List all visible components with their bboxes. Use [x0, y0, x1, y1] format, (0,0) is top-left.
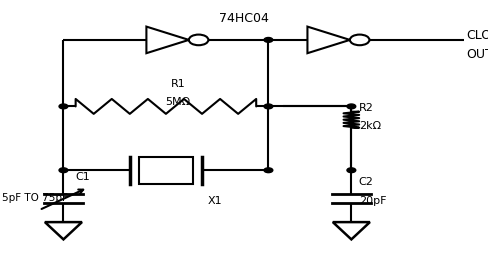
Text: 20pF: 20pF	[359, 196, 386, 206]
Text: C1: C1	[76, 172, 90, 182]
Text: R2: R2	[359, 103, 373, 113]
Circle shape	[59, 104, 68, 109]
Text: R1: R1	[171, 79, 185, 89]
Text: OUTPUT: OUTPUT	[466, 48, 488, 61]
Circle shape	[264, 104, 273, 109]
Text: X1: X1	[207, 196, 222, 206]
Text: 74HC04: 74HC04	[219, 12, 269, 25]
Circle shape	[347, 104, 356, 109]
Circle shape	[347, 168, 356, 173]
Text: 5pF TO 75pF: 5pF TO 75pF	[2, 193, 68, 203]
Text: 2kΩ: 2kΩ	[359, 121, 381, 131]
Circle shape	[264, 38, 273, 42]
Text: C2: C2	[359, 177, 373, 187]
Text: 5MΩ: 5MΩ	[165, 97, 191, 107]
Circle shape	[264, 168, 273, 173]
Text: CLOCK: CLOCK	[466, 30, 488, 42]
Bar	[139, 157, 193, 184]
Circle shape	[59, 168, 68, 173]
